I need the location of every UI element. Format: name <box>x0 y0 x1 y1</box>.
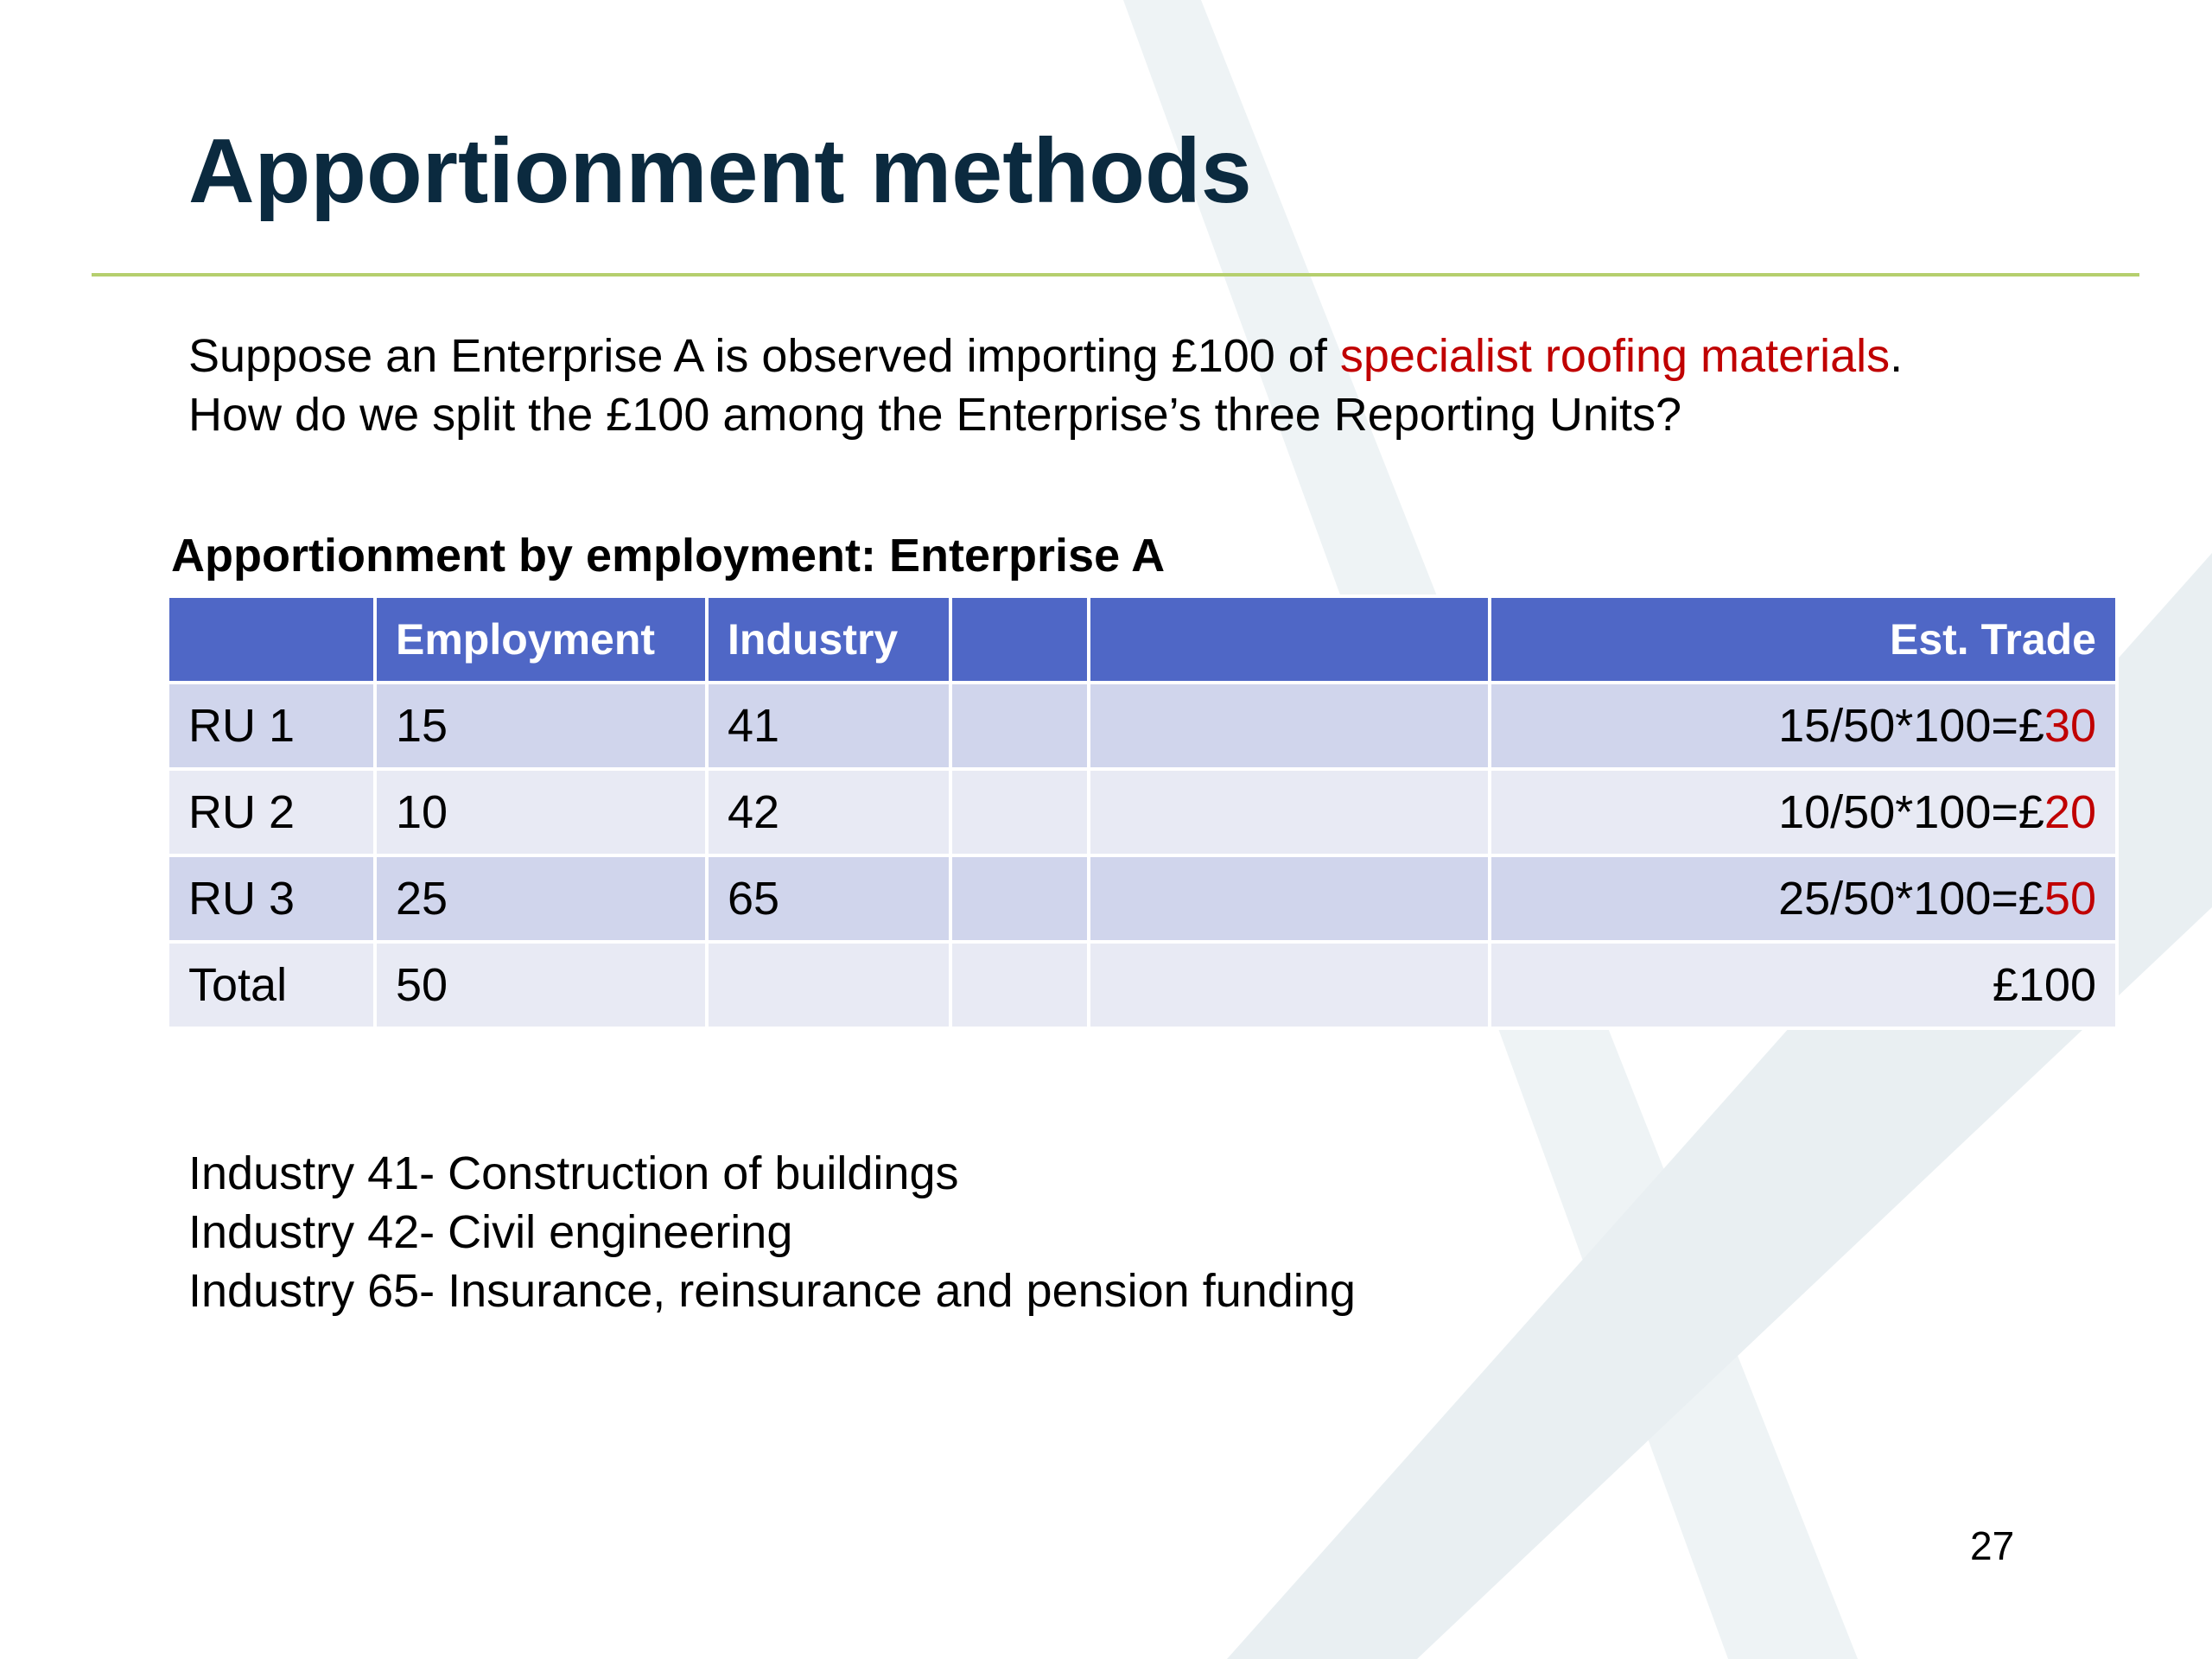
trade-value: 50 <box>2044 873 2096 925</box>
industry-notes: Industry 41- Construction of buildings I… <box>188 1144 1356 1320</box>
header-cell-industry: Industry <box>705 594 952 684</box>
trade-formula: 15/50*100=£ <box>1778 700 2044 752</box>
cell-blank <box>949 854 1090 944</box>
cell-blank <box>1087 854 1491 944</box>
intro-highlight: specialist roofing materials <box>1339 330 1891 382</box>
cell-est-trade: 25/50*100=£50 <box>1488 854 2119 944</box>
header-cell-est-trade: Est. Trade <box>1488 594 2119 684</box>
trade-value: 20 <box>2044 786 2096 838</box>
apportionment-table: Employment Industry Est. Trade RU 1 15 4… <box>166 594 2119 1030</box>
intro-line-1-prefix: Suppose an Enterprise A is observed impo… <box>188 330 1340 382</box>
cell-blank <box>949 940 1090 1030</box>
cell-industry: 65 <box>705 854 952 944</box>
trade-value: 30 <box>2044 700 2096 752</box>
table-row: RU 3 25 65 25/50*100=£50 <box>166 854 2119 944</box>
cell-blank <box>1087 940 1491 1030</box>
industry-note: Industry 41- Construction of buildings <box>188 1147 959 1199</box>
intro-line-2: How do we split the £100 among the Enter… <box>188 389 1681 441</box>
cell-blank <box>1087 681 1491 771</box>
industry-note: Industry 42- Civil engineering <box>188 1206 793 1258</box>
cell-blank <box>705 940 952 1030</box>
header-cell-blank-1 <box>949 594 1090 684</box>
cell-industry: 41 <box>705 681 952 771</box>
cell-employment: 25 <box>373 854 709 944</box>
cell-employment: 15 <box>373 681 709 771</box>
title-divider <box>92 273 2139 276</box>
table-title: Apportionment by employment: Enterprise … <box>171 530 1166 582</box>
cell-employment: 10 <box>373 767 709 857</box>
header-cell-employment: Employment <box>373 594 709 684</box>
page-number: 27 <box>1970 1523 2015 1568</box>
trade-formula: 10/50*100=£ <box>1778 786 2044 838</box>
cell-industry: 42 <box>705 767 952 857</box>
header-cell-blank-2 <box>1087 594 1491 684</box>
cell-total-label: Total <box>166 940 377 1030</box>
cell-unit: RU 2 <box>166 767 377 857</box>
cell-est-trade: 10/50*100=£20 <box>1488 767 2119 857</box>
intro-line-1: Suppose an Enterprise A is observed impo… <box>188 327 1903 385</box>
cell-total-trade: £100 <box>1488 940 2119 1030</box>
header-cell-unit <box>166 594 377 684</box>
cell-total-employment: 50 <box>373 940 709 1030</box>
table-row: RU 2 10 42 10/50*100=£20 <box>166 767 2119 857</box>
intro-text: Suppose an Enterprise A is observed impo… <box>188 327 1903 444</box>
slide-title: Apportionment methods <box>188 120 1252 222</box>
cell-est-trade: 15/50*100=£30 <box>1488 681 2119 771</box>
cell-unit: RU 1 <box>166 681 377 771</box>
table-row: RU 1 15 41 15/50*100=£30 <box>166 681 2119 771</box>
table-total-row: Total 50 £100 <box>166 940 2119 1030</box>
cell-unit: RU 3 <box>166 854 377 944</box>
trade-formula: 25/50*100=£ <box>1778 873 2044 925</box>
intro-line-1-suffix: . <box>1890 330 1904 382</box>
industry-note: Industry 65- Insurance, reinsurance and … <box>188 1265 1356 1317</box>
cell-blank <box>1087 767 1491 857</box>
cell-blank <box>949 767 1090 857</box>
cell-blank <box>949 681 1090 771</box>
table-header-row: Employment Industry Est. Trade <box>166 594 2119 684</box>
